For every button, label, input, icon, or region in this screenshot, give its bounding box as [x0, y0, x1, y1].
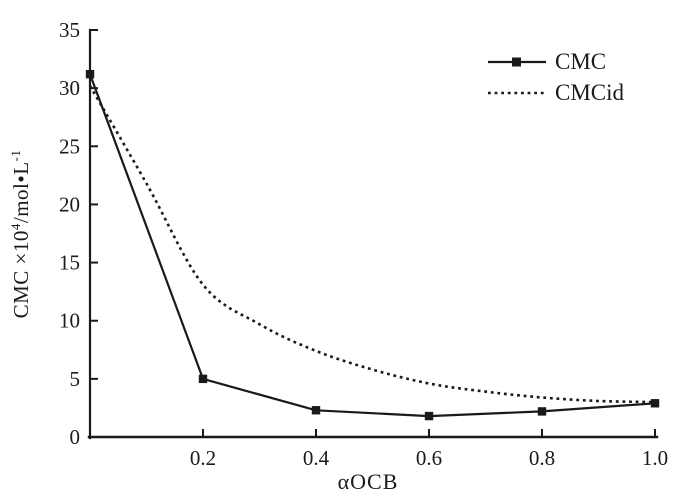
- legend-swatch-dotted-line-icon: [488, 91, 546, 95]
- y-axis-title-prefix: CMC ×10: [9, 230, 33, 319]
- legend-label-cmcid: CMCid: [555, 80, 625, 105]
- y-tick-label: 35: [59, 18, 80, 42]
- y-tick-label: 20: [59, 192, 80, 216]
- y-axis-title-exponent: -1: [8, 149, 23, 162]
- series-cmcid-curve: [88, 85, 656, 404]
- x-tick-label: 0.6: [416, 446, 442, 470]
- series-cmc-marker: [650, 399, 660, 408]
- x-tick-label: 0.8: [529, 446, 555, 470]
- y-tick-label: 0: [70, 425, 81, 449]
- series-cmc-marker: [85, 69, 95, 79]
- y-axis-title: CMC ×104/mol•L-1: [8, 116, 34, 352]
- legend: CMC CMCid: [488, 49, 624, 106]
- y-tick-label: 25: [59, 134, 80, 158]
- series-cmc-marker: [424, 411, 434, 421]
- series-cmc-marker: [311, 406, 321, 415]
- x-tick-label: 1.0: [642, 446, 668, 470]
- y-tick-label: 5: [70, 367, 81, 391]
- y-tick-label: 10: [59, 309, 80, 333]
- legend-swatch-solid-line-icon: [488, 57, 546, 67]
- legend-label-cmc: CMC: [555, 49, 607, 74]
- series-cmc-marker: [537, 407, 547, 416]
- legend-item-cmc: CMC: [488, 49, 624, 75]
- x-tick-label: 0.2: [190, 446, 216, 470]
- y-tick-label: 15: [59, 251, 80, 275]
- x-tick-label: 0.4: [303, 446, 330, 470]
- series-cmc-line: [88, 73, 656, 418]
- y-tick-label: 30: [59, 76, 80, 100]
- y-axis-title-units: /mol•L: [9, 161, 33, 224]
- y-axis-title-superscript: 4: [8, 223, 23, 231]
- legend-item-cmcid: CMCid: [488, 80, 624, 106]
- series-cmc-marker: [198, 374, 208, 384]
- x-axis-title: αOCB: [337, 469, 399, 494]
